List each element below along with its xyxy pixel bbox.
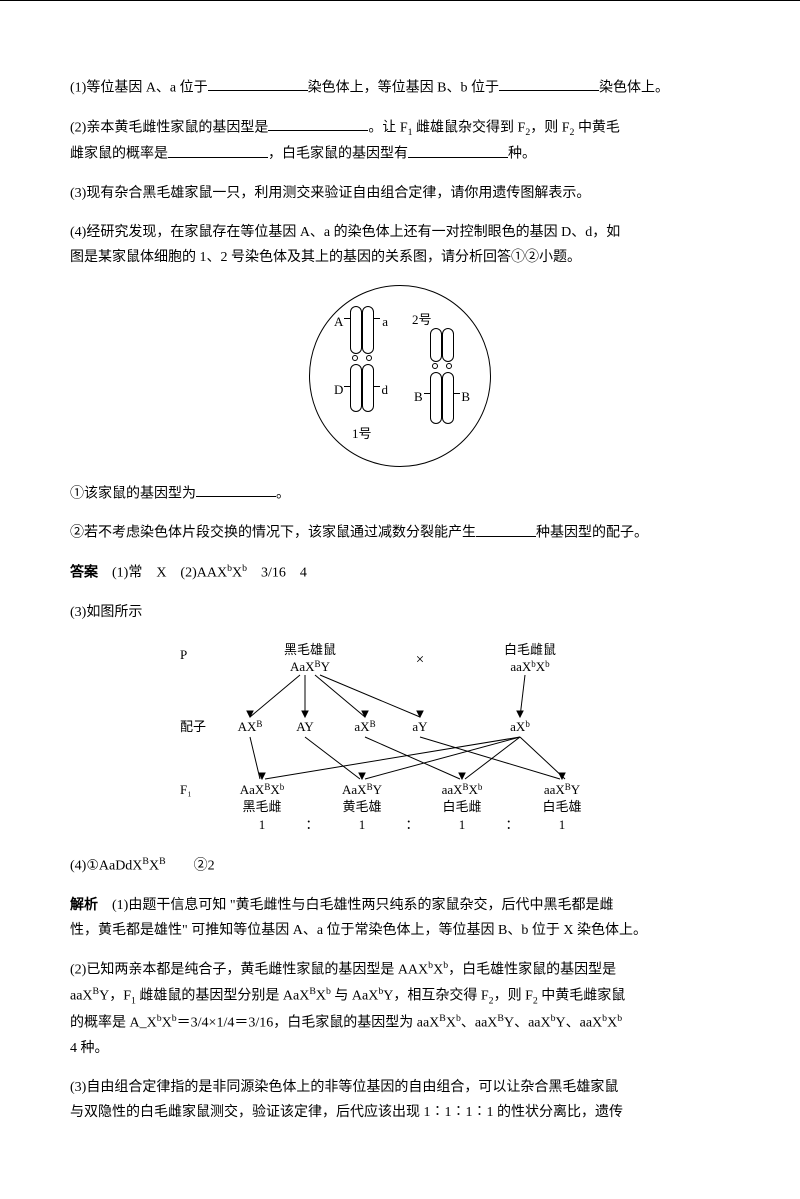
svg-text:配子: 配子 (180, 719, 206, 734)
svg-text:AaXBY: AaXBY (290, 659, 331, 674)
ans3: (3)如图所示 (70, 600, 730, 625)
genetic-diagram: P 黑毛雄鼠 AaXBY × 白毛雌鼠 aaXbXb 配子 AXB AY aXB… (70, 639, 730, 839)
svg-text:aaXBXb: aaXBXb (442, 782, 483, 797)
svg-text:aXB: aXB (354, 719, 375, 734)
svg-text:1: 1 (359, 817, 366, 832)
svg-text:aY: aY (412, 719, 428, 734)
svg-text:：: ： (505, 817, 518, 832)
svg-text:：: ： (305, 817, 318, 832)
blank[interactable] (168, 141, 268, 157)
svg-text:1: 1 (559, 817, 566, 832)
svg-text:P: P (180, 647, 187, 662)
q3: (3)现有杂合黑毛雄家鼠一只，利用测交来验证自由组合定律，请你用遗传图解表示。 (70, 181, 730, 206)
svg-text:×: × (416, 652, 424, 668)
sq1: ①该家鼠的基因型为。 (70, 481, 730, 507)
svg-text:AXB: AXB (238, 719, 263, 734)
svg-text:白毛雄: 白毛雄 (542, 799, 581, 814)
ex3: (3)自由组合定律指的是非同源染色体上的非等位基因的自由组合，可以让杂合黑毛雄家… (70, 1075, 730, 1125)
svg-text:白毛雌鼠: 白毛雌鼠 (504, 642, 556, 657)
blank[interactable] (268, 115, 368, 131)
svg-text:1: 1 (459, 817, 466, 832)
svg-text:黄毛雄: 黄毛雄 (342, 799, 381, 814)
svg-text:aaXBY: aaXBY (544, 782, 581, 797)
blank[interactable] (208, 75, 308, 91)
q1: (1)等位基因 A、a 位于染色体上，等位基因 B、b 位于染色体上。 (70, 75, 730, 101)
svg-text:aaXbXb: aaXbXb (510, 659, 550, 674)
ex2: (2)已知两亲本都是纯合子，黄毛雌性家鼠的基因型是 AAXbXb，白毛雄性家鼠的… (70, 957, 730, 1061)
q4: (4)经研究发现，在家鼠存在等位基因 A、a 的染色体上还有一对控制眼色的基因 … (70, 220, 730, 270)
svg-text:AaXBXb: AaXBXb (240, 782, 285, 797)
blank[interactable] (408, 141, 508, 157)
cell-diagram: A a D d B B 1号 2号 (70, 285, 730, 467)
blank[interactable] (476, 520, 536, 536)
svg-text:AY: AY (296, 719, 314, 734)
svg-text:黑毛雌: 黑毛雌 (242, 799, 281, 814)
svg-text:白毛雌: 白毛雌 (442, 799, 481, 814)
sq2: ②若不考虑染色体片段交换的情况下，该家鼠通过减数分裂能产生种基因型的配子。 (70, 520, 730, 546)
explain: 解析 (1)由题干信息可知 "黄毛雌性与白毛雄性两只纯系的家鼠杂交，后代中黑毛都… (70, 893, 730, 943)
q2: (2)亲本黄毛雌性家鼠的基因型是。让 F1 雌雄鼠杂交得到 F2，则 F2 中黄… (70, 115, 730, 167)
svg-text:黑毛雄鼠: 黑毛雄鼠 (284, 642, 336, 657)
blank[interactable] (196, 481, 276, 497)
svg-text:1: 1 (259, 817, 266, 832)
blank[interactable] (499, 75, 599, 91)
ans4: (4)①AaDdXBXB ②2 (70, 853, 730, 879)
svg-text:F₁: F₁ (180, 782, 192, 797)
svg-text:AaXBY: AaXBY (342, 782, 383, 797)
svg-text:aXb: aXb (510, 719, 530, 734)
svg-text:：: ： (405, 817, 418, 832)
answer-line: 答案 (1)常 X (2)AAXbXb 3/16 4 (70, 560, 730, 586)
